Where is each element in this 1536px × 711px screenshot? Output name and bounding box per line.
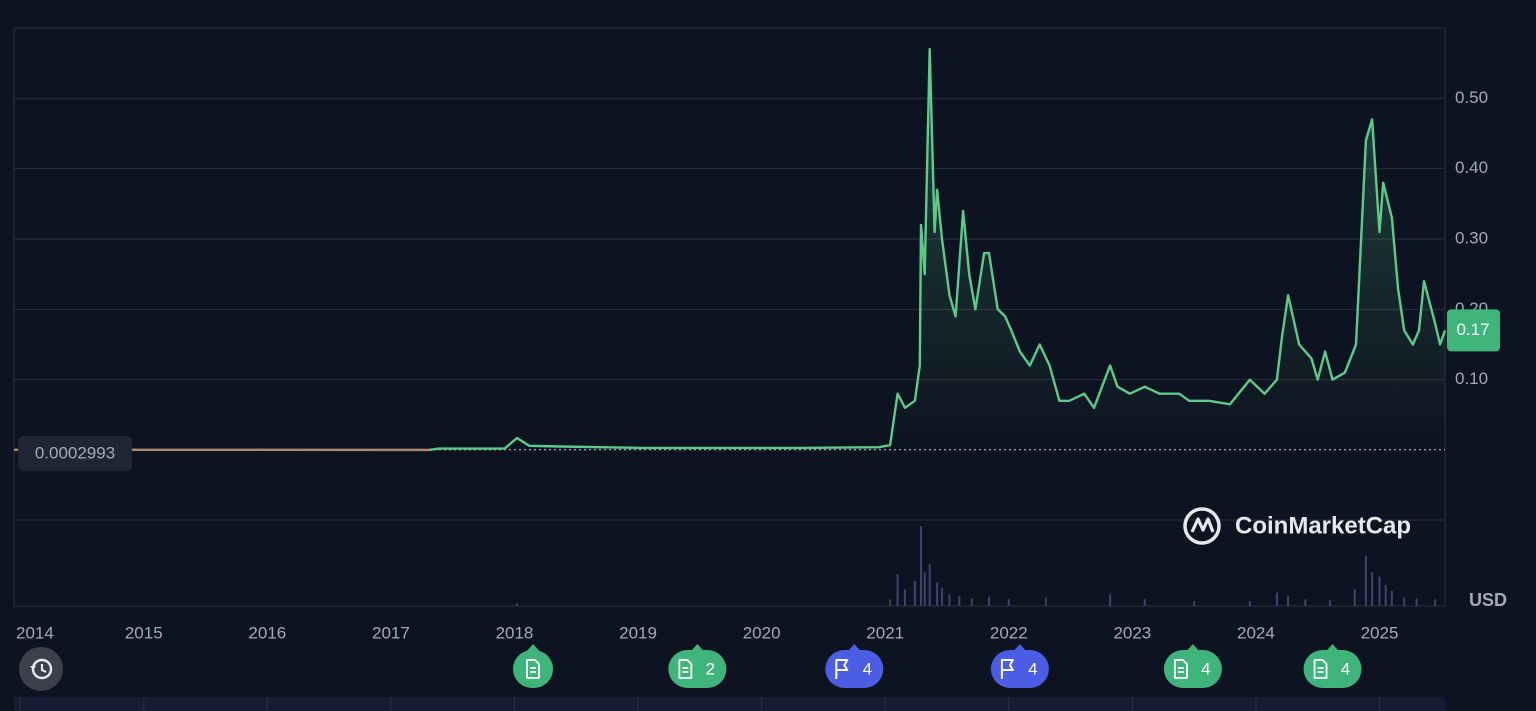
last-price-badge bbox=[1447, 309, 1500, 352]
event-pin-body bbox=[825, 650, 884, 688]
volume-bar bbox=[903, 589, 906, 606]
x-tick-label: 2019 bbox=[619, 623, 657, 642]
volume-bar bbox=[1044, 597, 1047, 606]
volume-bar bbox=[1109, 594, 1112, 606]
brand-logo: CoinMarketCap bbox=[1183, 507, 1411, 545]
event-pin[interactable]: 4 bbox=[1163, 644, 1222, 688]
event-icon bbox=[1000, 659, 1014, 679]
y-tick-label: 0.30 bbox=[1455, 228, 1488, 247]
event-count: 4 bbox=[1341, 659, 1350, 678]
event-count: 4 bbox=[1028, 659, 1037, 678]
event-icon bbox=[835, 659, 849, 679]
volume-bar bbox=[1275, 592, 1278, 606]
volume-bar bbox=[1007, 599, 1010, 606]
event-pin-tip bbox=[1011, 644, 1028, 653]
y-tick-label: 0.10 bbox=[1455, 369, 1488, 388]
volume-bar bbox=[1193, 600, 1196, 606]
event-icon bbox=[678, 659, 693, 679]
plot-frame bbox=[13, 27, 1446, 607]
x-tick-label: 2015 bbox=[125, 623, 163, 642]
x-tick-label: 2022 bbox=[990, 623, 1028, 642]
volume-bar bbox=[1287, 595, 1290, 606]
event-count: 4 bbox=[1201, 659, 1210, 678]
x-tick-label: 2023 bbox=[1113, 623, 1151, 642]
volume-bar bbox=[1248, 600, 1251, 606]
volume-bar bbox=[889, 599, 892, 606]
event-pin-body bbox=[668, 650, 727, 688]
volume-bar bbox=[958, 595, 961, 606]
volume-bar bbox=[1329, 600, 1332, 606]
volume-bar bbox=[1390, 590, 1393, 606]
volume-bar bbox=[941, 587, 944, 606]
last-price-label: 0.17 bbox=[1456, 320, 1489, 339]
price-area bbox=[14, 49, 1445, 450]
event-icon bbox=[1174, 659, 1188, 679]
y-tick-label: 0.50 bbox=[1455, 88, 1488, 107]
volume-bar bbox=[948, 594, 951, 606]
volume-bar bbox=[1415, 598, 1418, 606]
price-line bbox=[13, 47, 1447, 452]
volume-bar bbox=[988, 596, 991, 606]
volume-bar bbox=[1384, 585, 1387, 606]
navigator[interactable] bbox=[14, 697, 1445, 711]
volume-bar bbox=[923, 572, 926, 606]
currency-label: USD bbox=[1469, 590, 1507, 610]
event-count: 4 bbox=[863, 659, 872, 678]
event-pin-body bbox=[513, 650, 554, 688]
volume-bar bbox=[515, 603, 518, 606]
event-pin[interactable] bbox=[513, 644, 554, 688]
x-tick-label: 2014 bbox=[16, 623, 54, 642]
volume-bar bbox=[913, 580, 916, 606]
event-pin[interactable]: 4 bbox=[990, 644, 1049, 688]
volume-bar bbox=[920, 526, 923, 606]
volume-bar bbox=[1353, 589, 1356, 606]
event-pin[interactable]: 4 bbox=[825, 644, 884, 688]
event-icon bbox=[1313, 659, 1328, 679]
event-pin-tip bbox=[689, 644, 706, 653]
event-pin-tip bbox=[525, 644, 542, 653]
event-pin-body bbox=[1303, 650, 1362, 688]
history-button[interactable] bbox=[19, 647, 63, 691]
volume-bar bbox=[1434, 599, 1437, 606]
volume-bar bbox=[1364, 555, 1367, 606]
volume-bar bbox=[1143, 599, 1146, 606]
event-pin-body bbox=[990, 650, 1049, 688]
event-pin-tip bbox=[1324, 644, 1341, 653]
y-tick-label: 0.40 bbox=[1455, 158, 1488, 177]
brand-name: CoinMarketCap bbox=[1235, 512, 1411, 539]
volume-bar bbox=[1371, 572, 1374, 606]
x-tick-label: 2021 bbox=[866, 623, 904, 642]
volume-bar bbox=[928, 564, 931, 606]
volume-bar bbox=[936, 582, 939, 606]
event-pin[interactable]: 4 bbox=[1303, 644, 1362, 688]
start-price-box bbox=[18, 436, 132, 471]
event-icon bbox=[526, 659, 540, 679]
event-pin-body bbox=[1163, 650, 1222, 688]
start-price-label: 0.0002993 bbox=[35, 443, 115, 462]
x-tick-label: 2018 bbox=[496, 623, 534, 642]
x-tick-label: 2016 bbox=[248, 623, 286, 642]
event-pin[interactable]: 2 bbox=[668, 644, 727, 688]
volume-bar bbox=[1304, 599, 1307, 606]
event-pin-tip bbox=[1184, 644, 1201, 653]
volume-bar bbox=[896, 574, 899, 606]
x-tick-label: 2025 bbox=[1361, 623, 1399, 642]
volume-bar bbox=[1378, 576, 1381, 606]
event-count: 2 bbox=[706, 659, 715, 678]
x-tick-label: 2017 bbox=[372, 623, 410, 642]
volume-bar bbox=[970, 598, 973, 606]
event-pin-tip bbox=[846, 644, 863, 653]
x-tick-label: 2020 bbox=[743, 623, 781, 642]
volume-bar bbox=[1403, 597, 1406, 606]
x-tick-label: 2024 bbox=[1237, 623, 1275, 642]
